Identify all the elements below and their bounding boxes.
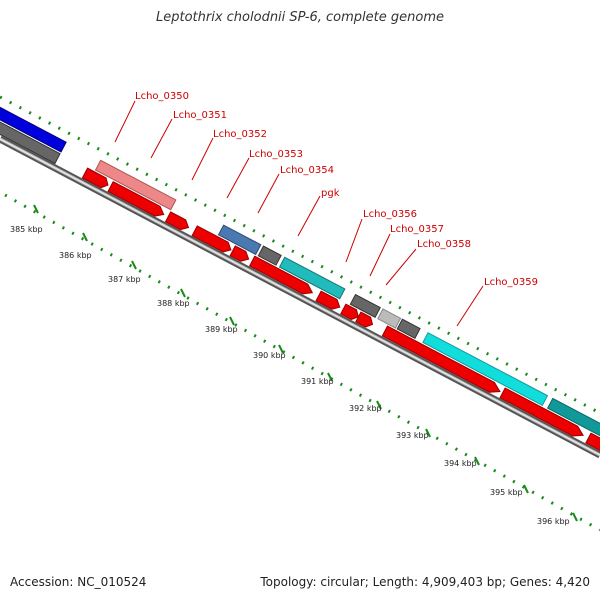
label-lcho-0352: Lcho_0352 xyxy=(213,129,267,140)
label-lcho-0359: Lcho_0359 xyxy=(484,277,538,288)
label-lcho-0351: Lcho_0351 xyxy=(173,110,227,121)
gene-lcho-0350[interactable] xyxy=(94,159,177,211)
label-lcho-0354: Lcho_0354 xyxy=(280,165,334,176)
tick-label-389: 389 kbp xyxy=(205,325,238,334)
label-pgk: pgk xyxy=(321,188,340,199)
cds-arrow-9[interactable] xyxy=(355,311,375,329)
cds-arrow-7[interactable] xyxy=(315,290,342,312)
cds-arrow-8[interactable] xyxy=(340,303,361,322)
accession-text: Accession: NC_010524 xyxy=(10,575,147,589)
tick-label-385: 385 kbp xyxy=(10,225,43,234)
gene-lcho-0358[interactable] xyxy=(396,318,421,339)
map-title: Leptothrix cholodnii SP-6, complete geno… xyxy=(156,10,444,25)
cds-arrow-12[interactable] xyxy=(585,432,600,470)
tick-label-386: 386 kbp xyxy=(59,251,92,260)
gene-lcho-0354-gray[interactable] xyxy=(257,245,282,266)
tick-label-392: 392 kbp xyxy=(349,404,382,413)
inner-scale-dots xyxy=(4,193,600,532)
tick-label-394: 394 kbp xyxy=(444,459,477,468)
gene-pgk[interactable] xyxy=(278,256,346,300)
tick-label-390: 390 kbp xyxy=(253,351,286,360)
major-ticks xyxy=(33,204,578,522)
cds-arrow-11[interactable] xyxy=(499,387,586,440)
tick-label-388: 388 kbp xyxy=(157,299,190,308)
cds-arrow-10[interactable] xyxy=(381,325,502,396)
gene-after-0359[interactable] xyxy=(546,397,600,449)
tick-label-393: 393 kbp xyxy=(396,431,429,440)
gene-track xyxy=(0,104,600,470)
gene-labels: Lcho_0350 Lcho_0351 Lcho_0352 Lcho_0353 … xyxy=(135,91,538,288)
label-leaders xyxy=(114,100,484,327)
gene-lcho-0357[interactable] xyxy=(377,308,402,329)
tick-labels: 385 kbp 386 kbp 387 kbp 388 kbp 389 kbp … xyxy=(10,225,570,526)
gene-lcho-0359[interactable] xyxy=(422,332,549,407)
cds-arrow-1[interactable] xyxy=(81,167,110,190)
cds-arrow-6[interactable] xyxy=(248,255,315,297)
genome-summary-text: Topology: circular; Length: 4,909,403 bp… xyxy=(260,575,590,589)
cds-arrow-5[interactable] xyxy=(229,245,251,264)
gene-gray-partial[interactable] xyxy=(0,115,61,165)
label-lcho-0358: Lcho_0358 xyxy=(417,239,471,250)
backbone xyxy=(0,135,600,459)
cds-arrow-4[interactable] xyxy=(191,225,233,255)
tick-label-396: 396 kbp xyxy=(537,517,570,526)
gene-blue-partial[interactable] xyxy=(0,104,67,153)
cds-arrow-2[interactable] xyxy=(107,180,166,220)
label-lcho-0353: Lcho_0353 xyxy=(249,149,303,160)
label-lcho-0350: Lcho_0350 xyxy=(135,91,189,102)
cds-arrow-3[interactable] xyxy=(164,211,191,232)
tick-label-395: 395 kbp xyxy=(490,488,523,497)
gene-lcho-0356[interactable] xyxy=(349,293,381,318)
label-lcho-0356: Lcho_0356 xyxy=(363,209,417,220)
label-lcho-0357: Lcho_0357 xyxy=(390,224,444,235)
gene-lcho-0353[interactable] xyxy=(217,224,262,256)
tick-label-391: 391 kbp xyxy=(301,377,334,386)
tick-label-387: 387 kbp xyxy=(108,275,141,284)
